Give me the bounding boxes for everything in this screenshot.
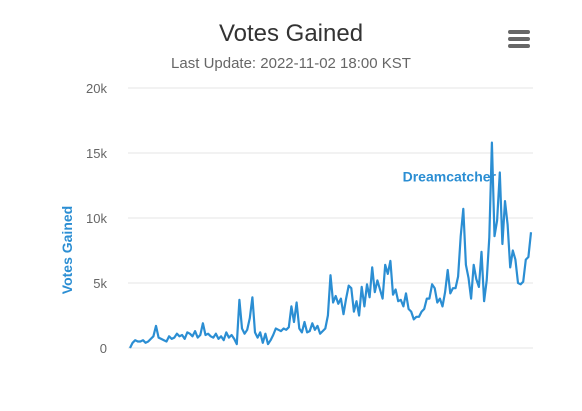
y-tick-label: 0 (100, 341, 107, 356)
hamburger-menu-icon[interactable] (508, 30, 532, 50)
y-axis-label: Votes Gained (59, 206, 75, 294)
series-line[interactable] (129, 141, 533, 349)
y-tick-label: 10k (86, 211, 107, 226)
chart-subtitle: Last Update: 2022-11-02 18:00 KST (171, 55, 411, 72)
series-group: Dreamcatcher (129, 141, 533, 349)
y-tick-label: 5k (93, 276, 107, 291)
chart-title: Votes Gained (218, 20, 364, 47)
gridlines (128, 87, 533, 349)
y-tick-label: 20k (86, 81, 107, 96)
series-label: Dreamcatcher (403, 169, 497, 185)
y-tick-label: 15k (86, 146, 107, 161)
y-axis-ticks: 0 5k 10k 15k 20k (86, 81, 107, 356)
